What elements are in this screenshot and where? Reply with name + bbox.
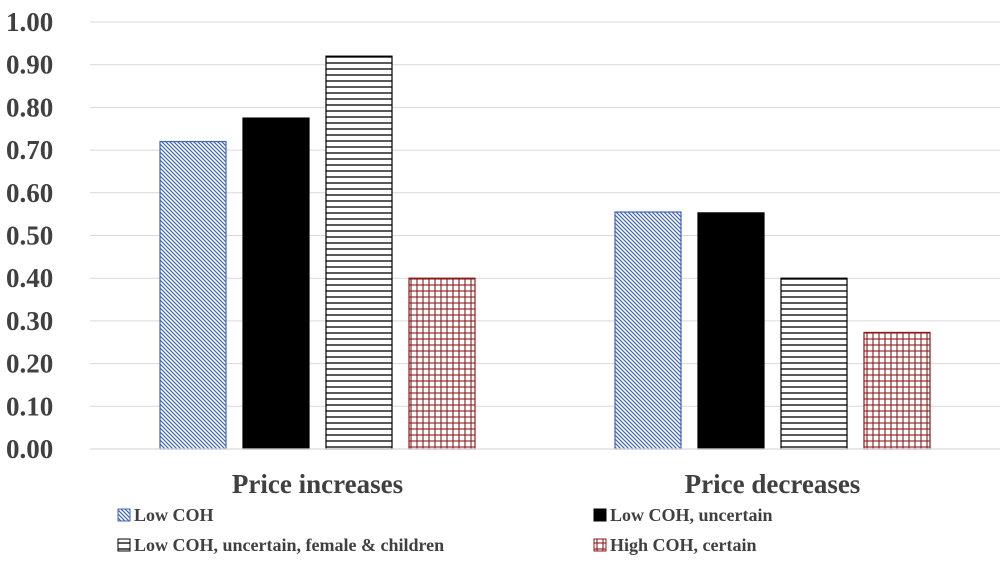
legend-item: Low COH, uncertain — [593, 505, 773, 525]
y-tick-label: 0.30 — [6, 306, 53, 336]
legend-label: Low COH, uncertain, female & children — [134, 535, 444, 555]
legend-item: High COH, certain — [593, 535, 757, 555]
bar — [159, 140, 227, 450]
y-tick-label: 0.90 — [6, 50, 53, 80]
legend-label: Low COH — [134, 505, 214, 525]
legend-swatch — [117, 508, 131, 522]
bar — [242, 117, 310, 450]
bars — [159, 55, 931, 450]
y-tick-label: 0.10 — [6, 391, 53, 421]
y-tick-label: 0.70 — [6, 135, 53, 165]
legend-label: Low COH, uncertain — [610, 505, 773, 525]
y-tick-label: 0.00 — [6, 434, 53, 464]
x-tick-label: Price decreases — [685, 469, 861, 499]
y-tick-label: 0.60 — [6, 178, 53, 208]
x-tick-label: Price increases — [232, 469, 403, 499]
legend-item: Low COH — [117, 505, 214, 525]
bar — [408, 277, 476, 450]
legend-swatch — [593, 538, 607, 552]
legend: Low COH Low COH, uncertain Low COH, uncert… — [117, 505, 773, 555]
bar — [780, 277, 848, 450]
legend-item: Low COH, uncertain, female & children — [117, 535, 444, 555]
y-tick-label: 0.80 — [6, 92, 53, 122]
y-tick-label: 0.20 — [6, 349, 53, 379]
x-axis-ticks: Price increases Price decreases — [232, 469, 860, 499]
bar — [325, 55, 393, 450]
gridlines — [90, 21, 1000, 407]
y-axis-ticks: 0.00 0.10 0.20 0.30 0.40 0.50 0.60 0.70 0.80 0.90… — [6, 7, 53, 464]
y-tick-label: 0.40 — [6, 263, 53, 293]
bar — [863, 331, 931, 450]
y-tick-label: 0.50 — [6, 221, 53, 251]
legend-swatch — [117, 538, 131, 552]
bar — [697, 212, 765, 450]
legend-swatch — [593, 508, 607, 522]
legend-label: High COH, certain — [610, 535, 757, 555]
bar — [614, 211, 682, 450]
y-tick-label: 1.00 — [6, 7, 53, 37]
